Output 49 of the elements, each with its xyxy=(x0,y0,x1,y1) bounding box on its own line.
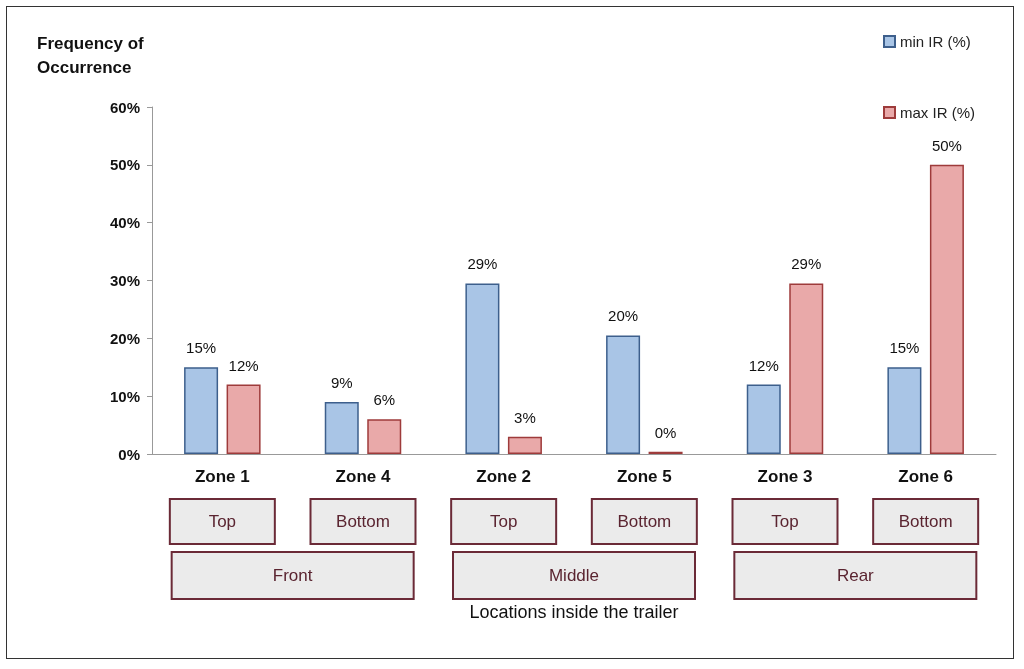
y-axis-title: Frequency of Occurrence xyxy=(37,33,145,77)
data-label: 29% xyxy=(791,255,822,273)
x-tick-label: Zone 1 xyxy=(194,467,250,486)
data-label: 12% xyxy=(228,356,259,374)
y-tick-label: 30% xyxy=(109,272,140,289)
data-label: 6% xyxy=(373,391,396,409)
y-tick-label: 60% xyxy=(109,98,140,116)
x-tick-label: Zone 2 xyxy=(476,467,532,486)
y-tick-label: 10% xyxy=(109,387,140,405)
bar xyxy=(507,436,542,454)
text: Top xyxy=(208,512,237,531)
data-label: 15% xyxy=(186,339,217,357)
bar xyxy=(746,384,781,454)
text: Front xyxy=(272,566,313,585)
x-tick-label: Zone 4 xyxy=(335,467,391,486)
bar xyxy=(789,283,824,454)
bar xyxy=(606,335,641,454)
x-tick-label: Zone 5 xyxy=(616,467,672,486)
data-label: 12% xyxy=(748,356,779,374)
data-label: 29% xyxy=(467,255,498,273)
text: Top xyxy=(771,512,799,531)
data-label: 3% xyxy=(514,408,536,426)
bar xyxy=(184,367,219,454)
bar xyxy=(465,283,500,454)
bar xyxy=(324,401,359,454)
data-label: 9% xyxy=(330,373,353,391)
x-tick-label: Zone 6 xyxy=(898,467,954,486)
y-tick-label: 50% xyxy=(109,156,140,174)
legend-label: min IR (%) xyxy=(900,33,971,50)
y-tick-label: 40% xyxy=(109,214,140,232)
data-label: 20% xyxy=(608,307,639,325)
y-tick-label: 0% xyxy=(118,445,140,463)
x-tick-label: Zone 3 xyxy=(757,467,813,486)
text: Top xyxy=(489,512,518,531)
y-tick-label: 20% xyxy=(109,329,140,347)
text: Middle xyxy=(548,566,600,585)
data-label: 15% xyxy=(889,339,920,357)
data-label: 50% xyxy=(931,136,962,154)
data-label: 0% xyxy=(654,423,677,441)
text: Bottom xyxy=(336,512,390,531)
text: Locations inside the trailer xyxy=(469,602,679,622)
bar xyxy=(367,419,402,454)
bar xyxy=(226,384,261,454)
bar xyxy=(929,164,964,454)
bar xyxy=(887,367,922,454)
text: Rear xyxy=(836,566,875,585)
legend-label: max IR (%) xyxy=(900,104,975,121)
text: Bottom xyxy=(617,512,672,531)
text: Bottom xyxy=(898,512,953,531)
